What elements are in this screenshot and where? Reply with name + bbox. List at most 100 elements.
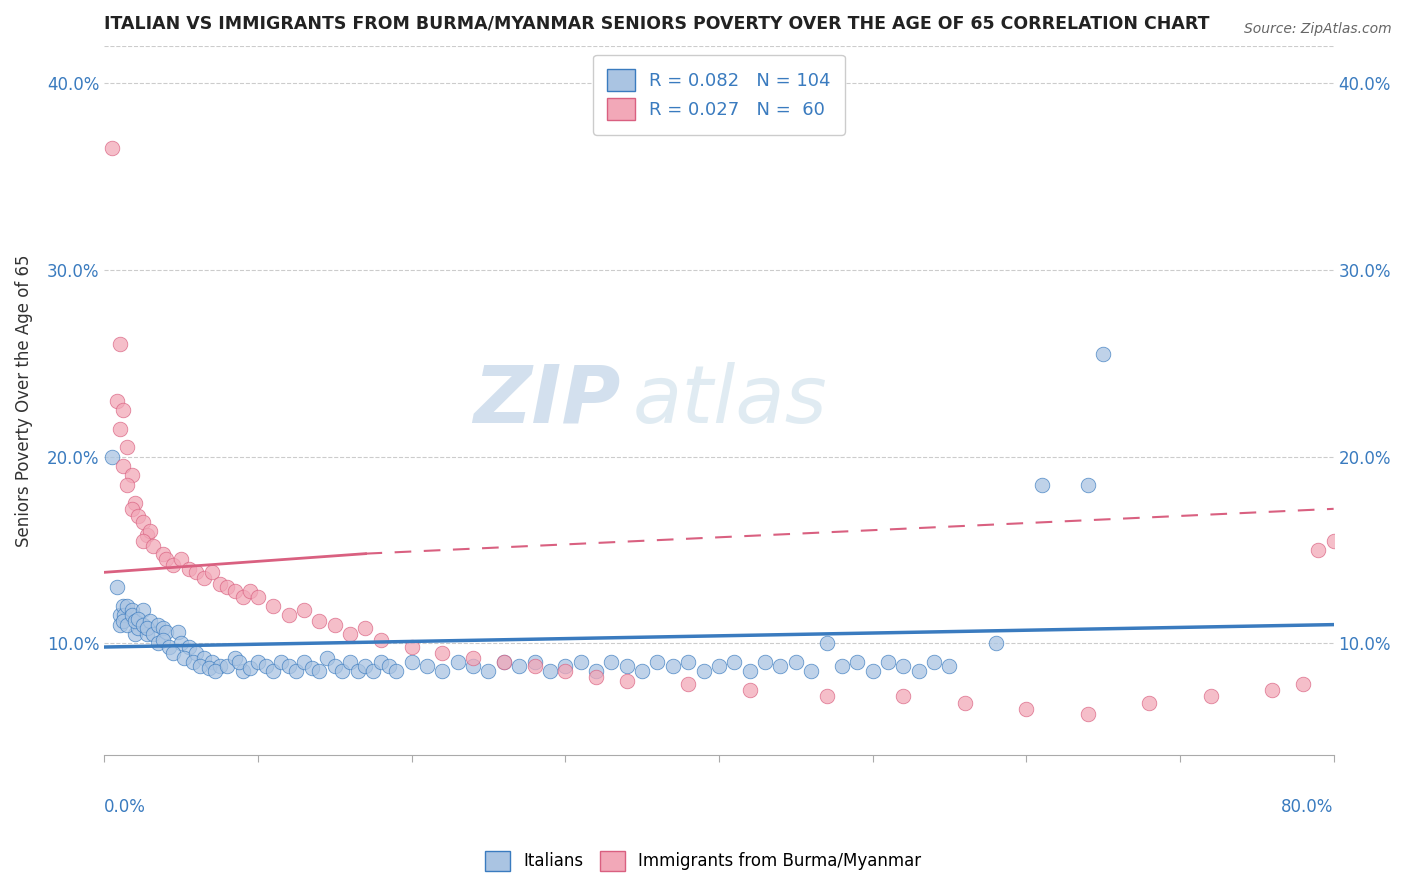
Point [108,337,131,351]
Point [339,627,361,641]
Point [167,625,190,640]
Point [292,655,315,669]
Point [785,655,807,669]
Point [1199,689,1222,703]
Point [1323,533,1346,548]
Point [815,636,838,650]
Point [616,673,638,688]
Point [127,509,149,524]
Point [188,658,211,673]
Point [416,658,439,673]
Point [401,640,423,654]
Point [346,665,368,679]
Point [1137,696,1160,710]
Point [142,539,165,553]
Point [461,658,484,673]
Point [208,576,231,591]
Point [193,571,215,585]
Point [127,612,149,626]
Point [131,515,153,529]
Point [907,665,929,679]
Point [831,658,853,673]
Point [800,665,823,679]
Text: Source: ZipAtlas.com: Source: ZipAtlas.com [1244,22,1392,37]
Point [152,632,174,647]
Point [108,608,131,623]
Point [124,496,146,510]
Text: 0.0%: 0.0% [104,798,146,816]
Point [127,621,149,635]
Point [136,627,159,641]
Point [101,450,124,464]
Point [877,655,900,669]
Point [662,658,685,673]
Point [121,501,143,516]
Point [769,658,792,673]
Point [569,655,592,669]
Point [538,665,561,679]
Point [117,599,139,613]
Point [616,658,638,673]
Point [361,665,384,679]
Point [262,665,284,679]
Point [938,658,960,673]
Point [585,670,607,684]
Legend: R = 0.082   N = 104, R = 0.027   N =  60: R = 0.082 N = 104, R = 0.027 N = 60 [593,54,845,135]
Point [891,658,914,673]
Y-axis label: Seniors Poverty Over the Age of 65: Seniors Poverty Over the Age of 65 [15,254,32,547]
Point [523,658,546,673]
Point [953,696,976,710]
Point [354,658,377,673]
Point [183,655,205,669]
Point [117,617,139,632]
Point [1292,677,1315,691]
Point [292,602,315,616]
Point [239,660,262,674]
Point [308,665,330,679]
Point [193,651,215,665]
Point [676,655,699,669]
Point [101,141,124,155]
Point [177,640,200,654]
Point [105,393,128,408]
Point [117,440,139,454]
Point [173,651,195,665]
Point [585,665,607,679]
Point [224,651,246,665]
Point [121,608,143,623]
Point [136,528,159,542]
Point [723,655,745,669]
Point [105,580,128,594]
Point [142,627,165,641]
Point [554,658,576,673]
Point [204,665,226,679]
Point [316,651,339,665]
Point [108,421,131,435]
Point [270,655,292,669]
Point [201,655,224,669]
Point [401,655,423,669]
Point [262,599,284,613]
Point [232,665,254,679]
Point [112,608,135,623]
Point [508,658,530,673]
Point [121,468,143,483]
Point [277,608,299,623]
Point [201,566,224,580]
Point [108,617,131,632]
Point [146,617,169,632]
Point [111,599,134,613]
Point [162,646,184,660]
Point [217,580,239,594]
Point [339,655,361,669]
Point [139,524,162,539]
Point [1092,347,1115,361]
Point [155,552,177,566]
Point [139,614,162,628]
Point [385,665,408,679]
Point [131,602,153,616]
Point [754,655,776,669]
Point [432,665,454,679]
Point [177,561,200,575]
Point [117,477,139,491]
